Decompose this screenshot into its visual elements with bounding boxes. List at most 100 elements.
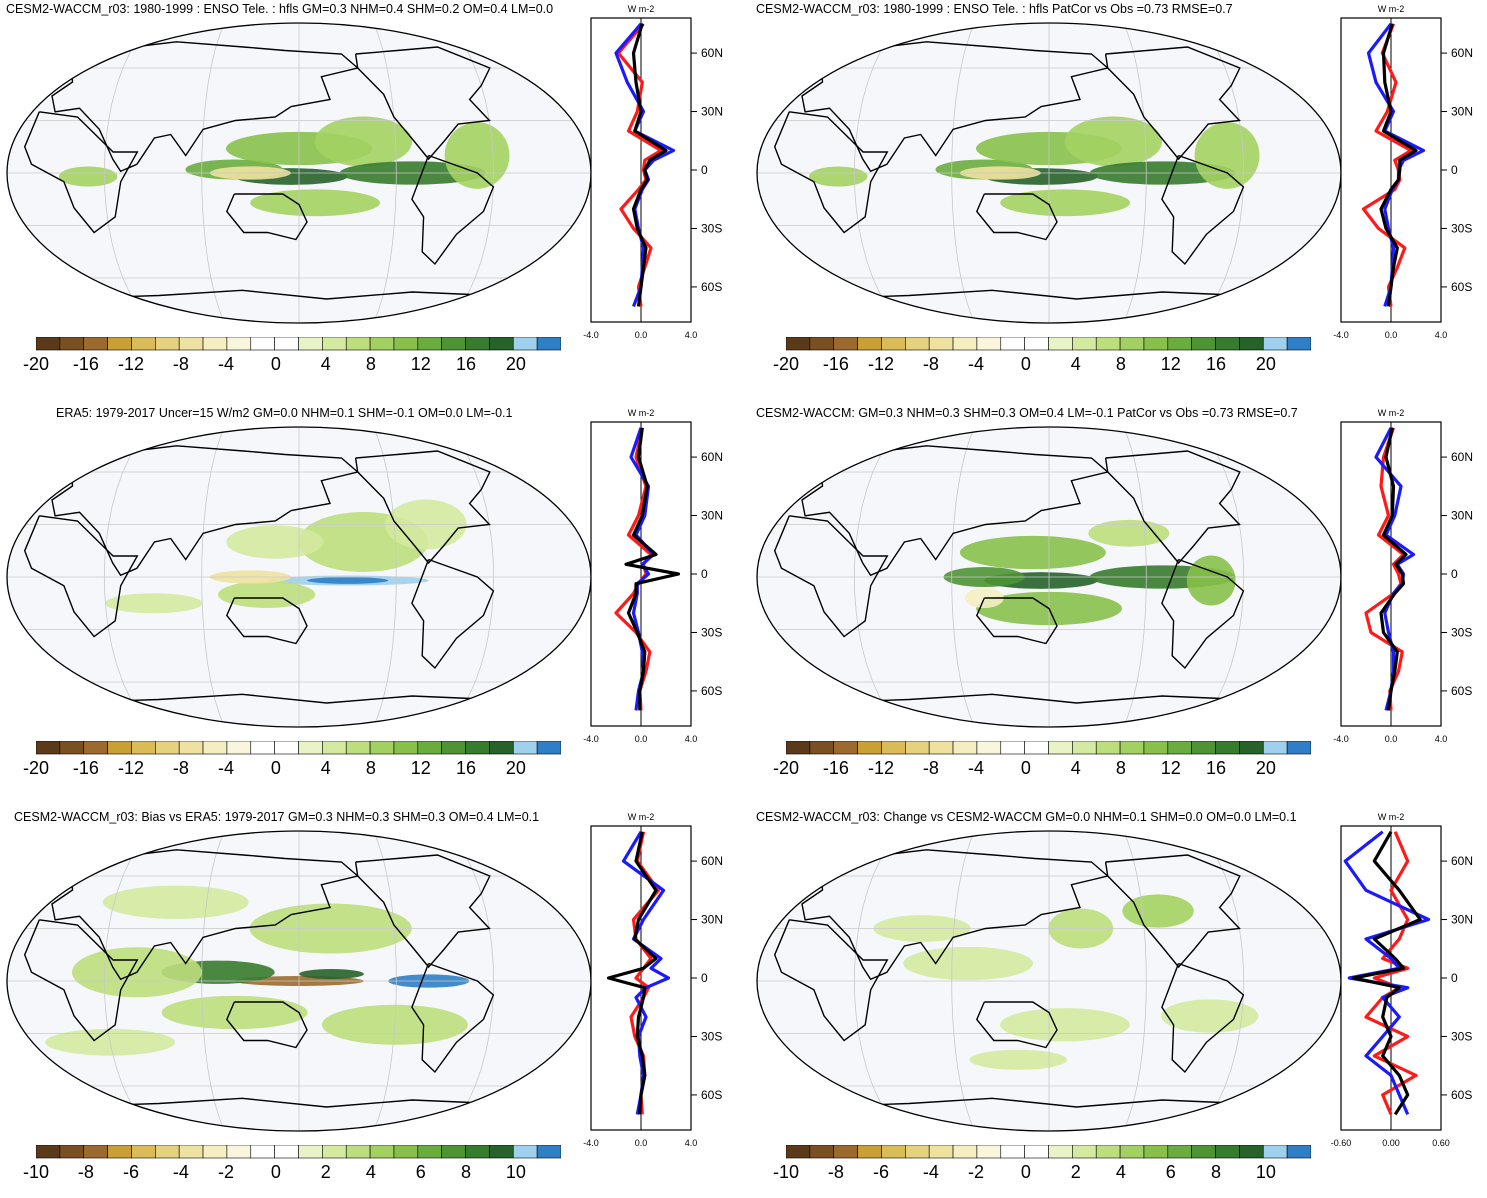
- coastline: [975, 193, 1058, 241]
- coastline: [225, 1001, 308, 1049]
- colorbar-label: 4: [365, 1162, 376, 1182]
- colorbar-segment: [465, 741, 490, 755]
- coastline: [801, 849, 1110, 981]
- colorbar-segment: [536, 337, 561, 351]
- colorbar-label: 20: [505, 758, 526, 778]
- zonal-mean-profile: W m-2 60N 30N 0 30S 60S -4.0 0.0 4.0: [1333, 4, 1473, 340]
- colorbar-label: 16: [1205, 758, 1226, 778]
- longitude-line: [951, 23, 979, 323]
- y-tick-label: 0: [1451, 163, 1458, 177]
- contour-patch: [1194, 122, 1260, 189]
- coastline: [1104, 450, 1241, 565]
- longitude-line: [1189, 831, 1245, 1131]
- colorbar-label: 12: [410, 354, 431, 374]
- colorbar-label: -16: [72, 758, 99, 778]
- panel-era5-observations: ERA5: 1979-2017 Uncer=15 W/m2 GM=0.0 NHM…: [0, 404, 730, 794]
- colorbar-segment: [59, 1145, 85, 1159]
- graticule: [757, 23, 1341, 323]
- colorbar-segment: [1000, 337, 1025, 351]
- colorbar-segment: [36, 337, 61, 351]
- colorbar-label: -20: [22, 354, 50, 374]
- panel-change-vs-cesm2: CESM2-WACCM_r03: Change vs CESM2-WACCM G…: [750, 808, 1480, 1198]
- coastline: [975, 1001, 1058, 1049]
- colorbar-label: -20: [22, 758, 50, 778]
- colorbar-segment: [786, 337, 811, 351]
- colorbar-segment: [833, 741, 858, 755]
- colorbar-label: -2: [218, 1162, 235, 1182]
- colorbar-label: -8: [172, 354, 189, 374]
- coastline: [51, 445, 360, 577]
- coastlines: [23, 41, 542, 300]
- colorbar-segment: [1024, 741, 1049, 755]
- colorbar-label: -4: [172, 1162, 189, 1182]
- series-red-line: [1364, 427, 1406, 711]
- contour-patch: [1088, 519, 1170, 547]
- colorbar-segment: [369, 1145, 395, 1159]
- y-tick-label: 60N: [701, 450, 723, 464]
- coastline: [411, 962, 495, 1074]
- longitude-line: [103, 831, 159, 1131]
- colorbar-segment: [393, 741, 419, 755]
- colorbar-segment: [298, 741, 323, 755]
- longitude-line: [1189, 23, 1245, 323]
- y-tick-label: 60S: [1451, 684, 1472, 698]
- x-tick-label: 0.0: [1385, 330, 1398, 340]
- colorbar-segment: [881, 741, 906, 755]
- colorbar-segment: [417, 1145, 442, 1159]
- colorbar-segment: [155, 337, 180, 351]
- y-tick-label: 60N: [1451, 46, 1473, 60]
- colorbar-label: -12: [118, 758, 145, 778]
- coastline: [1161, 558, 1245, 670]
- y-tick-label: 30S: [1451, 221, 1472, 235]
- colorbar-label: 6: [1165, 1162, 1176, 1182]
- coastline: [1104, 854, 1241, 969]
- series-black-line: [624, 427, 681, 711]
- colorbar-segment: [155, 741, 180, 755]
- colorbar-segment: [250, 337, 275, 351]
- colorbar-segment: [369, 337, 395, 351]
- units-label: W m-2: [1378, 812, 1405, 822]
- colorbar-label: 16: [455, 758, 476, 778]
- contour-patch: [1161, 999, 1259, 1033]
- colorbar-segment: [59, 337, 85, 351]
- contour-patch: [226, 525, 324, 559]
- colorbar-segment: [345, 337, 371, 351]
- colorbar-label: 20: [505, 354, 526, 374]
- x-tick-label: 0.0: [635, 1138, 648, 1148]
- panel-title: ERA5: 1979-2017 Uncer=15 W/m2 GM=0.0 NHM…: [56, 406, 513, 420]
- coastline: [23, 919, 139, 1042]
- colorbar-segment: [1072, 337, 1097, 351]
- colorbar-label: 12: [1160, 758, 1181, 778]
- colorbar-segment: [952, 741, 978, 755]
- colorbar-label: 0: [1020, 1162, 1031, 1182]
- longitude-line: [369, 23, 397, 323]
- colorbar-segment: [417, 741, 442, 755]
- colorbar-segment: [512, 741, 538, 755]
- coastline: [1161, 962, 1245, 1074]
- map-field: [943, 519, 1236, 626]
- coastline: [1161, 154, 1245, 266]
- colorbar-segment: [881, 337, 906, 351]
- contour-patch: [298, 969, 364, 979]
- contour-patch: [314, 116, 413, 167]
- colorbar-segment: [1286, 337, 1311, 351]
- colorbar-label: -20: [772, 758, 800, 778]
- contour-patch: [1122, 894, 1194, 928]
- x-tick-label: 0.0: [635, 330, 648, 340]
- x-tick-label: -0.60: [1331, 1138, 1352, 1148]
- colorbar-segment: [83, 337, 108, 351]
- colorbar: [36, 337, 561, 351]
- longitude-line: [439, 831, 495, 1131]
- colorbar-segment: [369, 741, 395, 755]
- colorbar-segment: [1286, 741, 1311, 755]
- colorbar: [36, 1145, 561, 1159]
- longitude-line: [853, 831, 909, 1131]
- y-tick-label: 30S: [701, 625, 722, 639]
- colorbar-label: -8: [827, 1162, 844, 1182]
- panel-title: CESM2-WACCM_r03: Bias vs ERA5: 1979-2017…: [14, 810, 540, 824]
- colorbar-segment: [905, 741, 930, 755]
- colorbar-segment: [274, 337, 299, 351]
- colorbar-segment: [857, 337, 882, 351]
- colorbar-label: -16: [822, 758, 849, 778]
- colorbar-segment: [131, 337, 156, 351]
